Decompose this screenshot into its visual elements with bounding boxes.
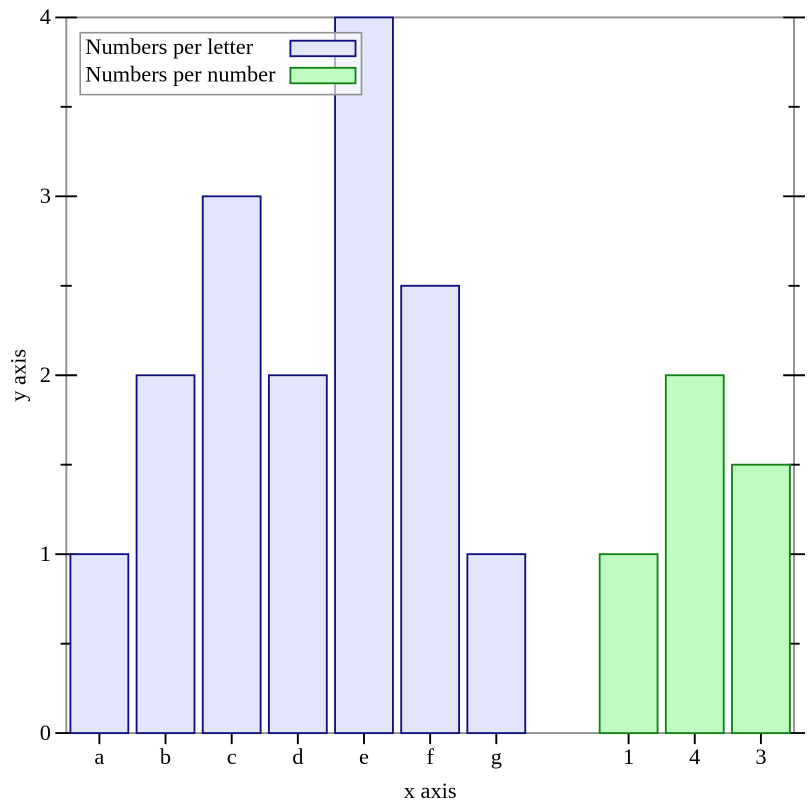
svg-text:4: 4 — [689, 744, 700, 769]
svg-text:0: 0 — [40, 720, 51, 745]
svg-text:y axis: y axis — [6, 349, 31, 402]
svg-text:1: 1 — [623, 744, 634, 769]
svg-text:2: 2 — [40, 362, 51, 387]
svg-text:d: d — [292, 744, 303, 769]
svg-text:a: a — [94, 744, 104, 769]
svg-text:3: 3 — [755, 744, 766, 769]
svg-text:g: g — [491, 744, 502, 769]
svg-text:Numbers per number: Numbers per number — [85, 61, 276, 86]
svg-text:3: 3 — [40, 183, 51, 208]
svg-text:b: b — [160, 744, 171, 769]
svg-text:4: 4 — [40, 4, 51, 29]
svg-text:Numbers per letter: Numbers per letter — [85, 34, 253, 59]
svg-text:e: e — [359, 744, 369, 769]
svg-text:x axis: x axis — [404, 778, 457, 803]
svg-text:1: 1 — [40, 541, 51, 566]
svg-text:c: c — [227, 744, 237, 769]
svg-text:f: f — [426, 744, 434, 769]
